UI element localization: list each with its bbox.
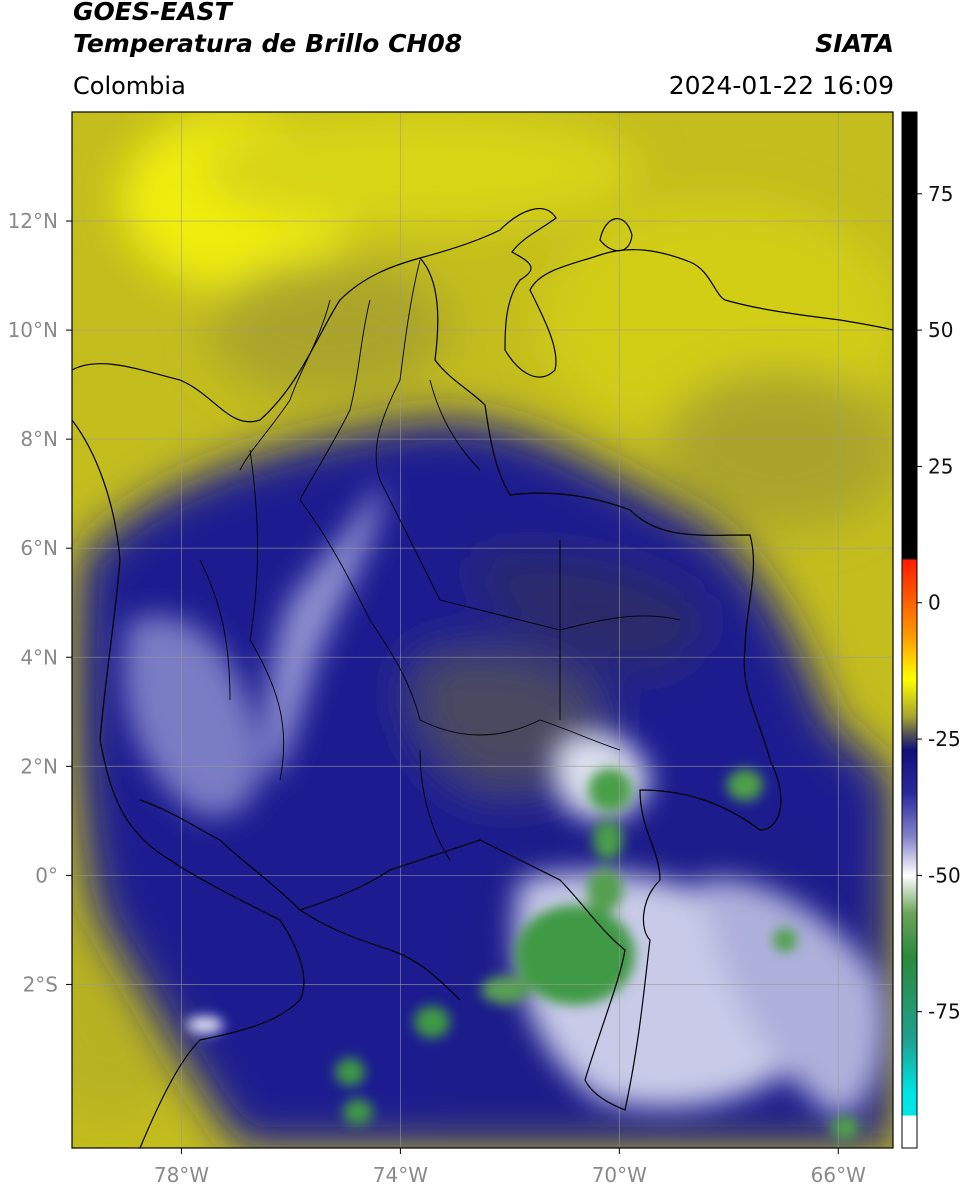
lon-tick-label: 70°W — [592, 1163, 647, 1187]
timestamp-label: 2024-01-22 16:09 — [668, 71, 894, 100]
colombia-border — [139, 257, 782, 1111]
product-title: Temperatura de Brillo CH08 — [73, 29, 463, 58]
lat-tick-label: 2°N — [20, 754, 58, 778]
caribbean-coastline — [72, 208, 893, 423]
lon-tick-label: 78°W — [154, 1163, 209, 1187]
lat-tick-label: 0° — [35, 863, 58, 887]
venezuela-coastline — [599, 217, 633, 252]
field-warm-layer — [72, 112, 893, 1120]
lon-tick-label: 66°W — [811, 1163, 866, 1187]
colorbar-tick-label: -75 — [928, 1000, 961, 1024]
colorbar-frame — [901, 111, 918, 1149]
colorbar-tick-label: 50 — [928, 318, 953, 342]
colorbar-tick-label: 75 — [928, 182, 953, 206]
lat-tick-label: 6°N — [20, 536, 58, 560]
lat-tick-label: 12°N — [8, 209, 58, 233]
plot-frame — [71, 111, 894, 1149]
latitude-ticks: 12°N 10°N 8°N 6°N 4°N 2°N 0° 2°S — [8, 209, 72, 996]
colorbar-tick-label: -25 — [928, 727, 961, 751]
colorbar-bar — [902, 112, 917, 1148]
lon-tick-label: 74°W — [373, 1163, 428, 1187]
colorbar-ticks: 75 50 25 0 -25 -50 -75 — [917, 182, 961, 1024]
colorbar-tick-label: 0 — [928, 591, 941, 615]
colorbar-tick-label: -50 — [928, 863, 961, 887]
lat-tick-label: 2°S — [23, 972, 58, 996]
lat-tick-label: 4°N — [20, 645, 58, 669]
field-convective-cores — [187, 768, 859, 1140]
graticule — [72, 112, 893, 1148]
lat-tick-label: 10°N — [8, 318, 58, 342]
pacific-coastline — [72, 419, 305, 1148]
longitude-ticks: 78°W 74°W 70°W 66°W — [154, 1148, 866, 1187]
brand-label: SIATA — [815, 29, 894, 58]
colorbar: 75 50 25 0 -25 -50 -75 — [901, 111, 961, 1149]
boundaries — [72, 208, 893, 1148]
temperature-field — [72, 112, 893, 1148]
satellite-title: GOES-EAST — [73, 0, 232, 26]
ecuador-peru-border — [299, 909, 461, 1001]
colorbar-tick-label: 25 — [928, 454, 953, 478]
department-lines — [199, 259, 681, 861]
lat-tick-label: 8°N — [20, 427, 58, 451]
region-label: Colombia — [73, 72, 186, 100]
